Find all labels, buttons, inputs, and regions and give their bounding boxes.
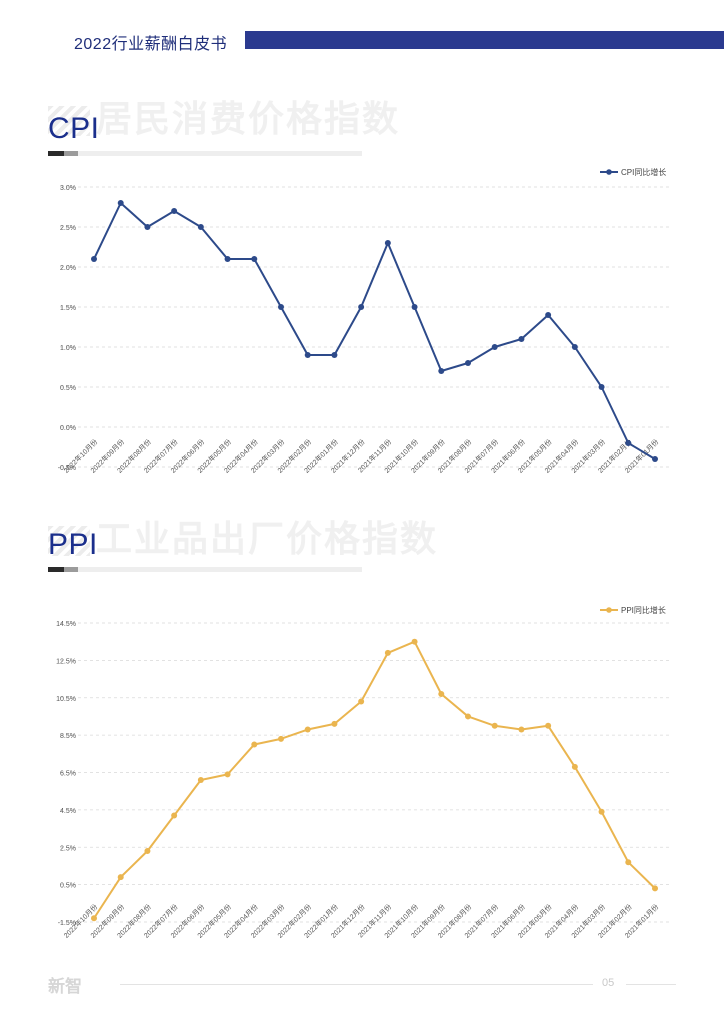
y-tick-label: 2.5%: [60, 225, 76, 232]
data-point: [465, 713, 471, 720]
data-point: [652, 456, 658, 462]
footer-logo: 新智: [48, 977, 82, 996]
data-point: [278, 304, 284, 310]
cpi-watermark: 居民消费价格指数: [48, 90, 400, 142]
stripes-decoration: [48, 106, 90, 137]
y-tick-label: 1.0%: [60, 345, 76, 352]
section-underline: [48, 567, 64, 572]
data-point: [465, 360, 471, 366]
section-underline: [64, 567, 78, 572]
cpi-section-title: CPI: [48, 112, 100, 145]
legend-label: PPI同比增长: [621, 605, 666, 615]
data-point: [224, 256, 231, 262]
data-point: [625, 440, 632, 446]
y-tick-label: 10.5%: [56, 696, 76, 703]
series-line: [93, 202, 656, 460]
y-tick-label: -1.5%: [58, 920, 76, 927]
data-point: [117, 200, 124, 206]
y-tick-label: 14.5%: [56, 621, 76, 628]
data-point: [652, 885, 658, 892]
y-tick-label: 6.5%: [60, 771, 76, 778]
y-tick-label: 2.0%: [60, 265, 76, 272]
data-point: [411, 304, 418, 310]
data-point: [518, 336, 525, 342]
legend-marker-dot: [606, 169, 612, 175]
data-point: [491, 344, 498, 350]
y-tick-label: 8.5%: [60, 733, 76, 740]
data-point: [251, 256, 258, 262]
data-point: [251, 741, 258, 748]
data-point: [224, 771, 231, 778]
cpi-watermark-text: 居民消费价格指数: [96, 98, 401, 139]
y-tick-label: 1.5%: [60, 305, 76, 312]
ppi-watermark: 工业品出厂价格指数: [48, 510, 438, 562]
data-point: [144, 847, 151, 854]
data-point: [117, 874, 124, 881]
y-tick-label: -0.5%: [58, 465, 76, 472]
ppi-line-chart: 14.5% 12.5% 10.5% 8.5% 6.5% 4.5% 2.5% 0.5% -1.5%…: [56, 605, 670, 940]
y-tick-label: 3.0%: [60, 185, 76, 192]
data-point: [384, 649, 391, 656]
data-point: [625, 859, 632, 866]
data-point: [331, 720, 338, 727]
data-point: [91, 915, 97, 922]
data-point: [358, 698, 365, 705]
data-point: [304, 352, 311, 358]
data-point: [197, 224, 204, 230]
section-underline: [78, 567, 362, 572]
y-tick-label: 0.5%: [60, 883, 76, 890]
ppi-watermark-text: 工业品出厂价格指数: [96, 518, 439, 559]
data-point: [171, 208, 178, 214]
legend-label: CPI同比增长: [621, 167, 666, 177]
data-point: [144, 224, 151, 230]
stripes-decoration: [48, 526, 90, 557]
data-point: [171, 812, 178, 819]
cpi-line-chart: 3.0%2.5%2.0%1.5%1.0%0.5%0.0%-0.5%2022年10…: [58, 167, 670, 475]
data-point: [91, 256, 97, 262]
footer-divider: [626, 984, 676, 985]
data-point: [545, 722, 552, 729]
data-point: [571, 763, 578, 770]
y-tick-label: 4.5%: [60, 808, 76, 815]
data-point: [598, 808, 605, 815]
data-point: [331, 352, 338, 358]
series-line: [93, 640, 656, 919]
data-point: [438, 368, 445, 374]
y-tick-label: 0.0%: [60, 425, 76, 432]
ppi-section-title: PPI: [48, 528, 98, 561]
section-underline: [78, 151, 362, 156]
legend-marker-dot: [606, 607, 612, 613]
section-underline: [48, 151, 64, 156]
y-tick-label: 12.5%: [56, 658, 76, 665]
data-point: [518, 726, 525, 733]
footer-divider: [120, 984, 593, 985]
page-number: 05: [602, 977, 615, 989]
data-point: [384, 240, 391, 246]
y-tick-label: 2.5%: [60, 845, 76, 852]
header-bar: [245, 31, 724, 49]
data-point: [304, 726, 311, 733]
report-title: 2022行业薪酬白皮书: [74, 36, 228, 53]
data-point: [278, 735, 284, 742]
section-underline: [64, 151, 78, 156]
data-point: [438, 691, 445, 698]
data-point: [358, 304, 365, 310]
data-point: [197, 776, 204, 783]
data-point: [598, 384, 605, 390]
data-point: [491, 722, 498, 729]
y-tick-label: 0.5%: [60, 385, 76, 392]
data-point: [411, 638, 418, 645]
data-point: [545, 312, 552, 318]
data-point: [571, 344, 578, 350]
